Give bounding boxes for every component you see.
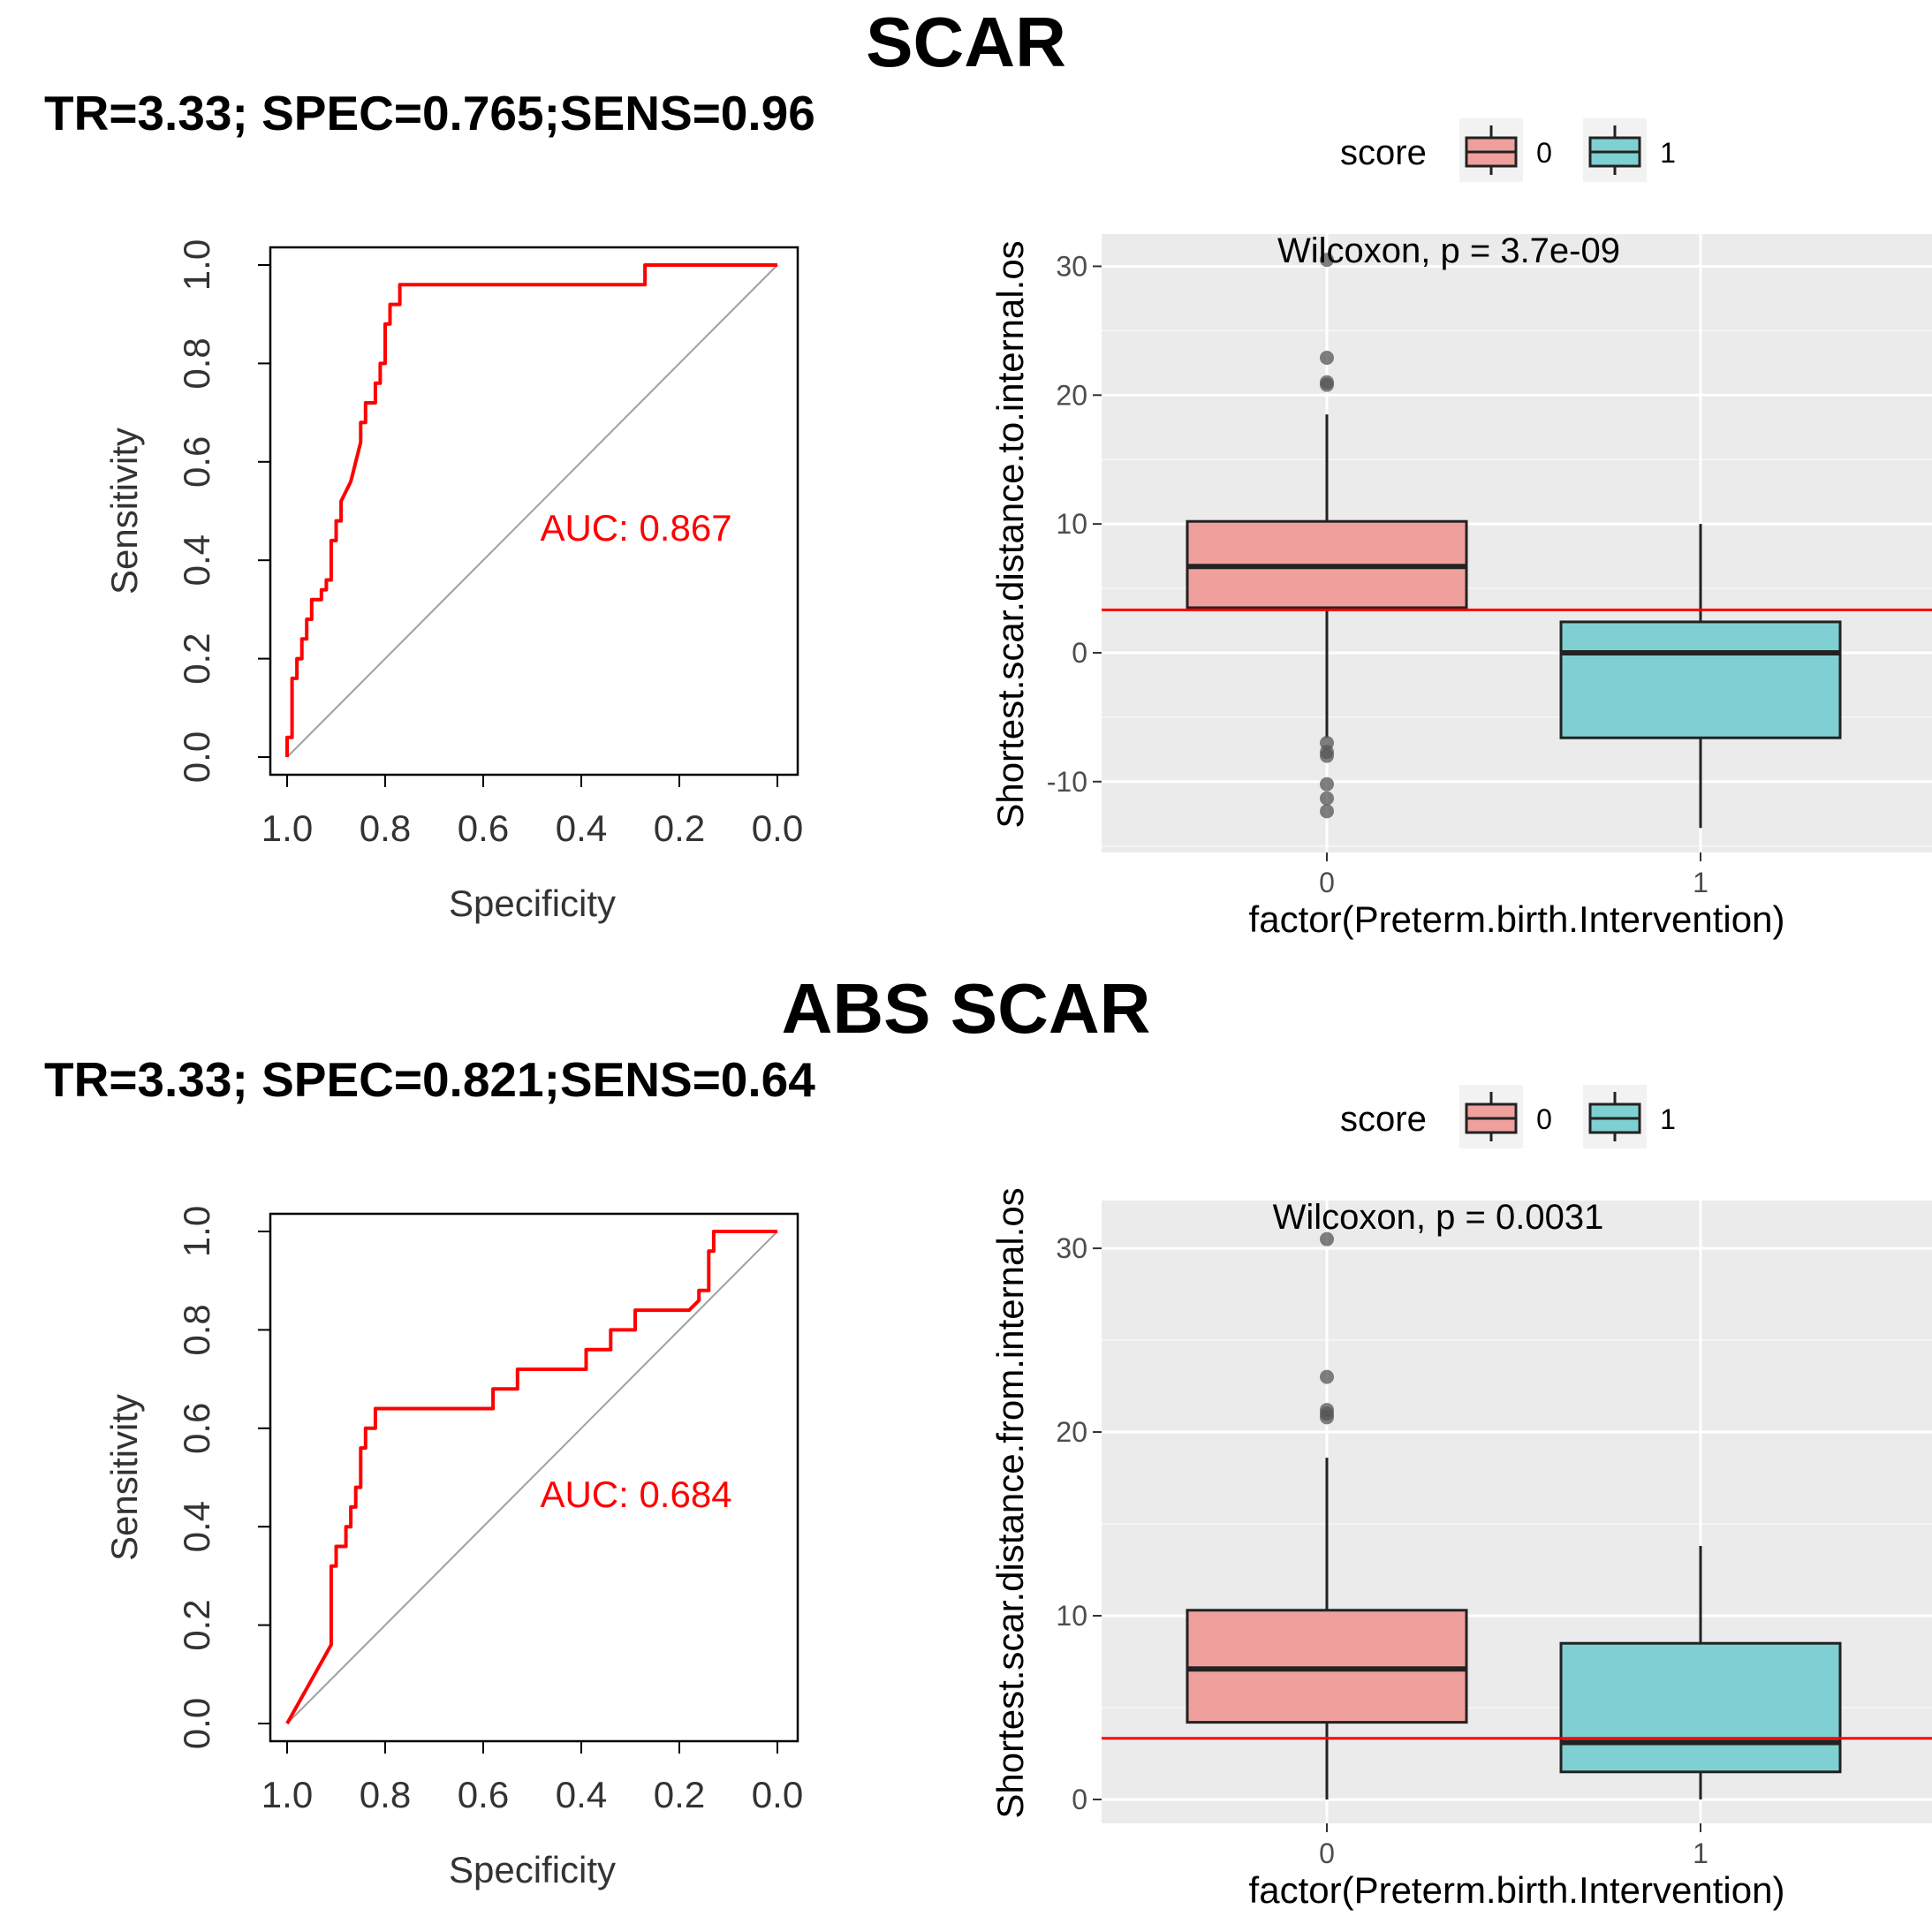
- y-tick-label: 10: [1056, 1600, 1087, 1632]
- x-tick-label: 0: [1319, 867, 1335, 898]
- outlier-point: [1320, 1369, 1334, 1384]
- y-tick-label: 1.0: [176, 239, 217, 291]
- auc-label: AUC: 0.867: [540, 507, 731, 549]
- outlier-point: [1320, 748, 1334, 763]
- wilcoxon-annotation: Wilcoxon, p = 3.7e-09: [1277, 231, 1620, 270]
- x-tick-label: 0: [1319, 1837, 1335, 1869]
- legend-label: 0: [1536, 137, 1552, 169]
- y-tick-label: 0.2: [176, 1599, 217, 1650]
- y-axis-title: Sensitivity: [103, 428, 145, 595]
- outlier-point: [1320, 804, 1334, 819]
- x-tick-label: 1: [1693, 1837, 1708, 1869]
- x-tick-label: 0.8: [360, 807, 411, 849]
- section-title: SCAR: [866, 3, 1066, 81]
- y-axis-title: Shortest.scar.distance.from.internal.os: [989, 1187, 1031, 1818]
- x-tick-label: 0.8: [360, 1774, 411, 1815]
- outlier-point: [1320, 351, 1334, 365]
- outlier-point: [1320, 1231, 1334, 1246]
- section-subtitle: TR=3.33; SPEC=0.765;SENS=0.96: [44, 86, 815, 140]
- x-tick-label: 0.6: [458, 807, 509, 849]
- x-axis-title: factor(Preterm.birth.Intervention): [1249, 898, 1785, 940]
- section-subtitle: TR=3.33; SPEC=0.821;SENS=0.64: [44, 1052, 815, 1107]
- box-iqr: [1559, 1641, 1842, 1774]
- x-tick-label: 1.0: [261, 1774, 313, 1815]
- legend-label: 1: [1660, 137, 1676, 169]
- y-axis-title: Shortest.scar.distance.to.internal.os: [989, 240, 1031, 828]
- y-tick-label: 0.8: [176, 337, 217, 389]
- x-tick-label: 1.0: [261, 807, 313, 849]
- y-tick-label: 0: [1072, 637, 1087, 669]
- y-tick-label: 20: [1056, 1416, 1087, 1448]
- y-tick-label: 1.0: [176, 1206, 217, 1257]
- y-tick-label: 0.0: [176, 1698, 217, 1749]
- diagonal-reference-line: [286, 1231, 778, 1724]
- y-axis-title: Sensitivity: [103, 1394, 145, 1561]
- section-title: ABS SCAR: [781, 969, 1151, 1048]
- abs-scar-section: ABS SCAR TR=3.33; SPEC=0.821;SENS=0.64 1…: [0, 966, 1932, 1932]
- x-tick-label: 0.2: [654, 807, 705, 849]
- legend-title: score: [1340, 133, 1427, 172]
- box-iqr: [1559, 620, 1842, 739]
- outlier-point: [1320, 253, 1334, 268]
- x-tick-label: 0.2: [654, 1774, 705, 1815]
- scar-section: SCAR TR=3.33; SPEC=0.765;SENS=0.96 1.0 0.…: [44, 3, 1932, 940]
- legend-label: 0: [1536, 1103, 1552, 1135]
- y-tick-label: 0.2: [176, 633, 217, 684]
- y-tick-label: 0.0: [176, 731, 217, 783]
- x-axis-title: Specificity: [449, 1849, 616, 1890]
- outlier-point: [1320, 777, 1334, 792]
- roc-curve: [285, 263, 777, 757]
- y-tick-label: -10: [1047, 766, 1087, 798]
- y-tick-label: 0: [1072, 1784, 1087, 1815]
- legend-label: 1: [1660, 1103, 1676, 1135]
- x-tick-label: 0.4: [556, 807, 607, 849]
- y-tick-label: 10: [1056, 508, 1087, 540]
- box-iqr: [1186, 1609, 1468, 1724]
- x-axis-title: Specificity: [449, 883, 616, 924]
- diagonal-reference-line: [286, 264, 778, 758]
- x-tick-label: 0.6: [458, 1774, 509, 1815]
- y-tick-label: 0.8: [176, 1304, 217, 1355]
- legend-title: score: [1340, 1100, 1427, 1139]
- y-tick-label: 0.6: [176, 436, 217, 488]
- y-tick-label: 0.4: [176, 1501, 217, 1552]
- outlier-point: [1320, 377, 1334, 392]
- roc-chart: 1.0 0.8 0.6 0.4 0.2 0.0 Specificity 0.0 0.2 0.4 0.…: [103, 1206, 803, 1890]
- wilcoxon-annotation: Wilcoxon, p = 0.0031: [1273, 1198, 1604, 1237]
- y-tick-label: 0.4: [176, 534, 217, 586]
- roc-chart: 1.0 0.8 0.6 0.4 0.2 0.0 Specificity 0.0 0.2 0.4 0.…: [103, 239, 803, 924]
- outlier-point: [1320, 1410, 1334, 1425]
- x-tick-label: 0.4: [556, 1774, 607, 1815]
- y-tick-label: 0.6: [176, 1403, 217, 1454]
- y-tick-label: 30: [1056, 250, 1087, 282]
- auc-label: AUC: 0.684: [540, 1474, 731, 1515]
- roc-curve: [285, 1230, 777, 1724]
- x-tick-label: 0.0: [752, 1774, 803, 1815]
- x-axis-title: factor(Preterm.birth.Intervention): [1249, 1869, 1785, 1911]
- y-tick-label: 20: [1056, 379, 1087, 411]
- outlier-point: [1320, 791, 1334, 806]
- y-tick-label: 30: [1056, 1232, 1087, 1264]
- x-tick-label: 0.0: [752, 807, 803, 849]
- x-tick-label: 1: [1693, 867, 1708, 898]
